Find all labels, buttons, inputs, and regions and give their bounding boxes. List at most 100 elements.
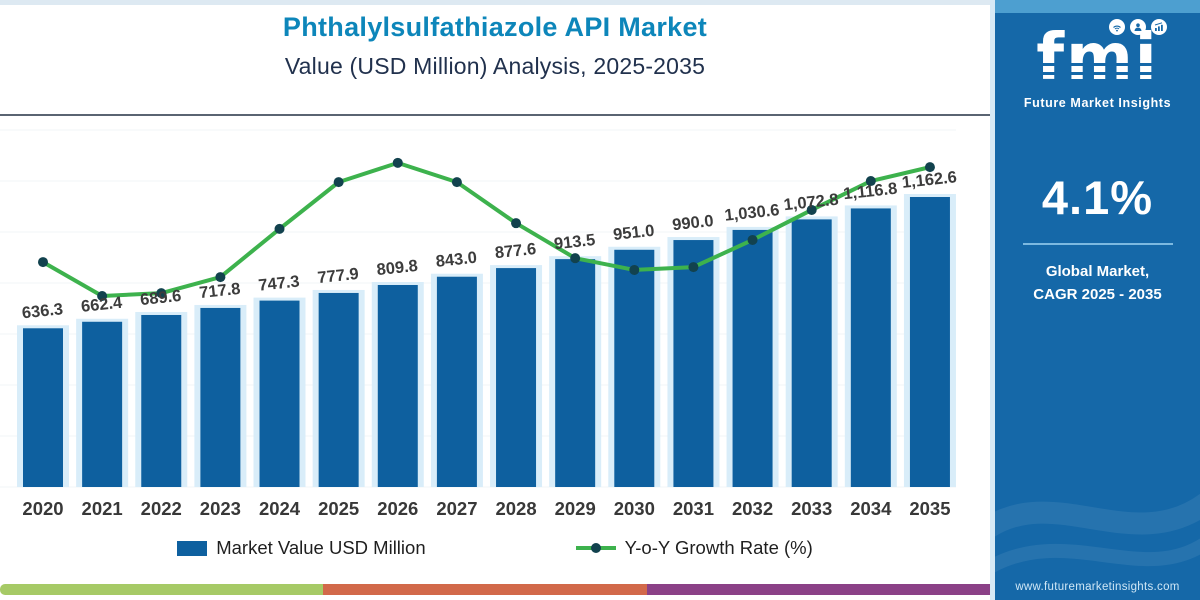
growth-point-2031 xyxy=(688,262,699,273)
bar-2022 xyxy=(141,314,182,487)
page-title: Phthalylsulfathiazole API Market xyxy=(282,12,708,42)
logo-stripe xyxy=(1031,72,1164,75)
bar-value-label: 1,116.8 xyxy=(842,180,898,204)
growth-point-2021 xyxy=(97,291,108,302)
website-link[interactable]: www.futuremarketinsights.com xyxy=(1015,581,1180,593)
header-divider xyxy=(0,114,990,116)
legend-line-label: Y-o-Y Growth Rate (%) xyxy=(624,537,813,558)
bar-value-label: 1,162.6 xyxy=(901,168,958,192)
caption-line-2: CAGR 2025 - 2035 xyxy=(1033,286,1162,304)
legend-bar-label: Market Value USD Million xyxy=(216,537,426,558)
year-label-2026: 2026 xyxy=(377,498,418,519)
growth-point-2029 xyxy=(570,253,581,264)
bar-value-label: 777.9 xyxy=(317,265,360,287)
top-edge-strip xyxy=(0,0,990,5)
bar-2021 xyxy=(82,321,123,487)
year-label-2031: 2031 xyxy=(673,498,714,519)
growth-point-2027 xyxy=(451,177,462,188)
year-label-2024: 2024 xyxy=(259,498,301,519)
bar-value-label: 636.3 xyxy=(21,300,64,322)
year-label-2025: 2025 xyxy=(318,498,359,519)
growth-point-2022 xyxy=(156,288,167,299)
year-label-2029: 2029 xyxy=(555,498,596,519)
year-label-2028: 2028 xyxy=(495,498,536,519)
bar-2035 xyxy=(909,197,950,487)
line-marker-icon xyxy=(575,543,616,553)
purple-segment xyxy=(647,584,990,595)
bar-value-label: 951.0 xyxy=(612,222,655,244)
growth-point-2020 xyxy=(38,257,48,268)
person-icon xyxy=(1129,19,1146,35)
chart-legend: Market Value USD Million Y-o-Y Growth Ra… xyxy=(0,537,990,559)
orange-segment xyxy=(322,584,648,595)
bar-value-label: 877.6 xyxy=(494,240,537,262)
marker-dot-icon xyxy=(590,543,601,553)
bar-value-label: 1,072.8 xyxy=(783,191,840,215)
bar-line-chart: 636.3 662.4 689.6 717.8 747.3 777.9 809.8 843.0… xyxy=(0,129,958,519)
year-label-2027: 2027 xyxy=(436,498,477,519)
cagr-caption: Global Market, CAGR 2025 - 2035 xyxy=(995,260,1200,307)
bar-value-label: 747.3 xyxy=(258,273,301,295)
panel-decoration xyxy=(995,493,1200,573)
year-label-2020: 2020 xyxy=(22,498,63,519)
bar-value-label: 717.8 xyxy=(198,280,241,302)
growth-point-2023 xyxy=(215,272,226,283)
logo-stripe xyxy=(1031,63,1164,66)
bar-2030 xyxy=(614,249,655,487)
logo-subtext: Future Market Insights xyxy=(1023,95,1172,110)
logo-badges xyxy=(1108,19,1167,35)
caption-line-1: Global Market, xyxy=(1045,262,1150,280)
bar-value-label: 662.4 xyxy=(80,294,124,316)
logo-stripe xyxy=(1031,81,1164,84)
growth-point-2035 xyxy=(924,162,935,173)
bar-value-label: 1,030.6 xyxy=(724,201,781,225)
year-label-2033: 2033 xyxy=(791,498,832,519)
bar-value-label: 990.0 xyxy=(671,212,714,234)
growth-point-2033 xyxy=(806,204,817,215)
growth-point-2032 xyxy=(747,234,758,245)
cagr-value: 4.1% xyxy=(1041,170,1154,224)
panel-divider xyxy=(1022,242,1173,245)
brand-panel: fmi Future Market Insights 4.1% Global M… xyxy=(990,0,1200,600)
wifi-icon xyxy=(1108,19,1125,35)
legend-item-market-value: Market Value USD Million xyxy=(177,537,426,559)
bar-2024 xyxy=(259,300,300,487)
growth-point-2030 xyxy=(629,264,640,275)
bar-2033 xyxy=(791,219,832,488)
growth-line xyxy=(41,160,932,299)
growth-point-2025 xyxy=(333,177,344,188)
green-segment xyxy=(0,584,323,595)
legend-item-growth-rate: Y-o-Y Growth Rate (%) xyxy=(575,537,813,559)
growth-point-2028 xyxy=(511,218,522,229)
bar-2026 xyxy=(377,285,418,487)
bar-value-label: 689.6 xyxy=(139,287,182,309)
growth-point-2026 xyxy=(392,157,403,168)
bar-value-label: 843.0 xyxy=(435,249,478,271)
bar-2032 xyxy=(732,229,773,487)
year-label-2032: 2032 xyxy=(732,498,773,519)
bar-2031 xyxy=(673,240,714,487)
logo-text: fmi xyxy=(1036,21,1159,95)
bar-2028 xyxy=(496,268,537,487)
panel-top-strip xyxy=(995,0,1200,13)
year-label-2023: 2023 xyxy=(200,498,241,519)
year-label-2022: 2022 xyxy=(141,498,182,519)
bar-2025 xyxy=(318,292,359,487)
growth-chart-icon xyxy=(1150,19,1167,35)
fmi-logo: fmi xyxy=(1031,19,1167,95)
bar-2034 xyxy=(850,208,891,488)
bar-2029 xyxy=(555,259,596,487)
growth-point-2034 xyxy=(865,176,876,187)
chart-header: Phthalylsulfathiazole API Market Value (… xyxy=(0,12,990,80)
year-label-2034: 2034 xyxy=(850,498,892,519)
bar-2023 xyxy=(200,307,241,487)
footer-color-stripe xyxy=(0,584,990,595)
bar-swatch-icon xyxy=(177,540,208,556)
bar-2020 xyxy=(23,328,63,487)
bar-value-label: 913.5 xyxy=(553,231,596,253)
year-label-2035: 2035 xyxy=(909,498,950,519)
bar-2027 xyxy=(436,276,477,487)
bar-value-label: 809.8 xyxy=(376,257,419,279)
chart-area: Phthalylsulfathiazole API Market Value (… xyxy=(0,0,990,595)
page-subtitle: Value (USD Million) Analysis, 2025-2035 xyxy=(284,53,706,79)
